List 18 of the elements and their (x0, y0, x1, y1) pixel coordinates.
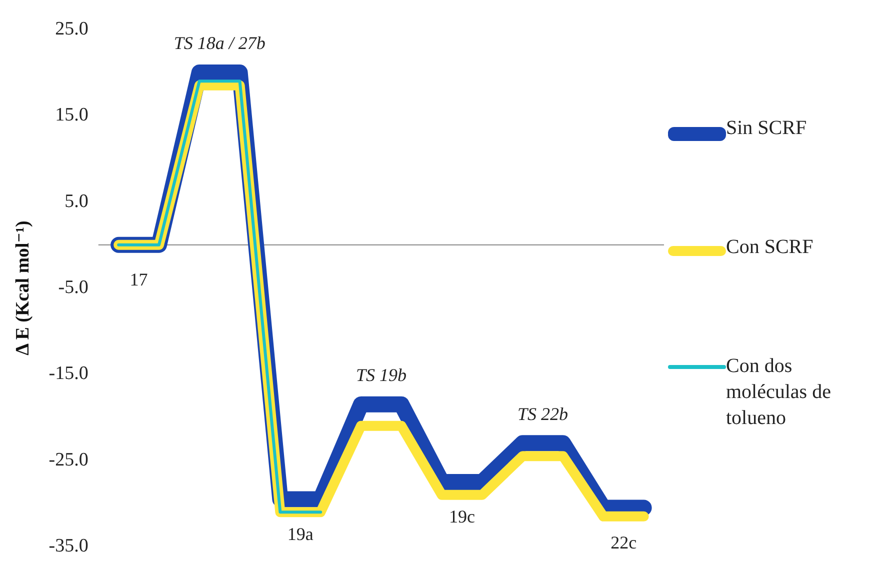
annotation: 19a (287, 524, 314, 544)
annotation: 22c (610, 532, 637, 553)
y-tick-label: 5.0 (64, 190, 88, 212)
y-tick-label: -35.0 (48, 536, 88, 557)
y-tick-label: -5.0 (58, 276, 88, 298)
y-tick-label: -25.0 (48, 449, 88, 470)
annotation: TS 18a / 27b (174, 33, 266, 54)
y-axis-title: Δ E (Kcal mol⁻¹) (12, 220, 34, 356)
annotation: TS 19b (356, 365, 406, 386)
y-tick-label: 25.0 (55, 18, 88, 40)
legend-label: Con dos moléculas de tolueno (726, 354, 832, 432)
legend-label: Con SCRF (726, 234, 814, 260)
annotation: 17 (130, 270, 148, 290)
legend-label: Sin SCRF (726, 116, 807, 141)
annotation: 19c (448, 506, 475, 527)
y-tick-label: 15.0 (55, 104, 88, 126)
y-tick-label: -15.0 (48, 363, 88, 384)
annotation: TS 22b (518, 404, 568, 424)
